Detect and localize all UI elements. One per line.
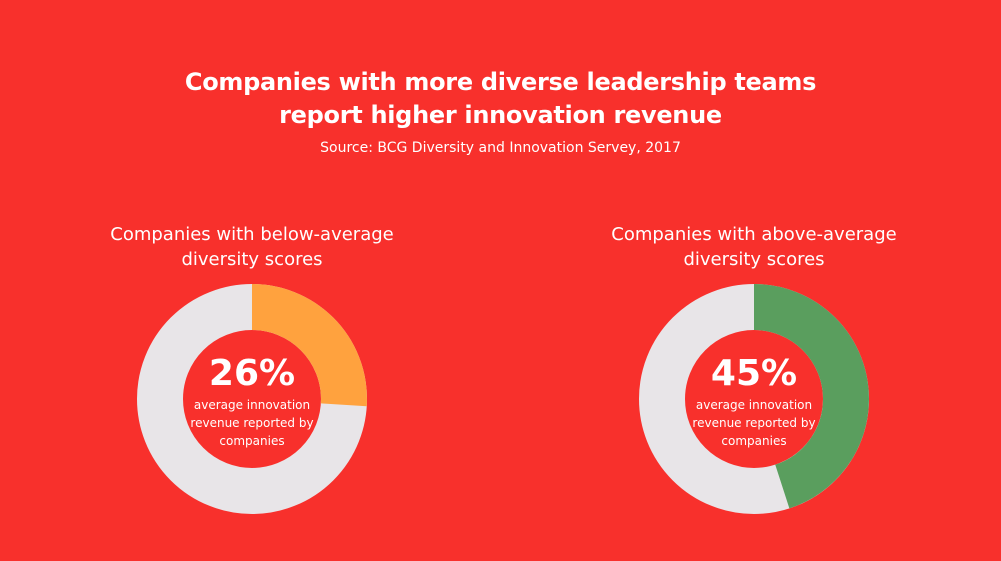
percent-description: average innovation revenue reported by c…: [639, 396, 869, 450]
chart-title-line-2: diversity scores: [683, 249, 825, 270]
description-line-1: average innovation: [695, 398, 813, 412]
chart-panel-above-average: Companies with above-average diversity s…: [574, 222, 934, 522]
chart-title: Companies with below-average diversity s…: [72, 222, 432, 272]
description-line-1: average innovation: [193, 398, 311, 412]
chart-title-line-2: diversity scores: [181, 249, 323, 270]
donut-slice-value: [639, 284, 869, 514]
donut-svg: [639, 284, 869, 514]
description-line-3: companies: [219, 434, 285, 448]
chart-title: Companies with above-average diversity s…: [574, 222, 934, 272]
source-note: Source: BCG Diversity and Innovation Ser…: [320, 140, 681, 156]
donut-center: 26% average innovation revenue reported …: [137, 284, 367, 514]
donut-slice-value: [137, 284, 367, 514]
description-line-3: companies: [721, 434, 787, 448]
description-line-2: revenue reported by: [692, 416, 816, 430]
chart-title-line-1: Companies with above-average: [611, 224, 897, 245]
percent-label: 26%: [208, 353, 296, 394]
percent-label: 45%: [710, 353, 798, 394]
donut-center: 45% average innovation revenue reported …: [639, 284, 869, 514]
description-line-2: revenue reported by: [190, 416, 314, 430]
chart-panel-below-average: Companies with below-average diversity s…: [72, 222, 432, 522]
title-line-2: report higher innovation revenue: [279, 101, 722, 129]
page-title: Companies with more diverse leadership t…: [0, 66, 1001, 132]
title-line-1: Companies with more diverse leadership t…: [184, 68, 817, 96]
chart-title-line-1: Companies with below-average: [110, 224, 394, 245]
donut-chart-below-average: 26% average innovation revenue reported …: [137, 284, 367, 514]
percent-description: average innovation revenue reported by c…: [137, 396, 367, 450]
donut-svg: [137, 284, 367, 514]
header: Companies with more diverse leadership t…: [0, 66, 1001, 158]
donut-chart-above-average: 45% average innovation revenue reported …: [639, 284, 869, 514]
